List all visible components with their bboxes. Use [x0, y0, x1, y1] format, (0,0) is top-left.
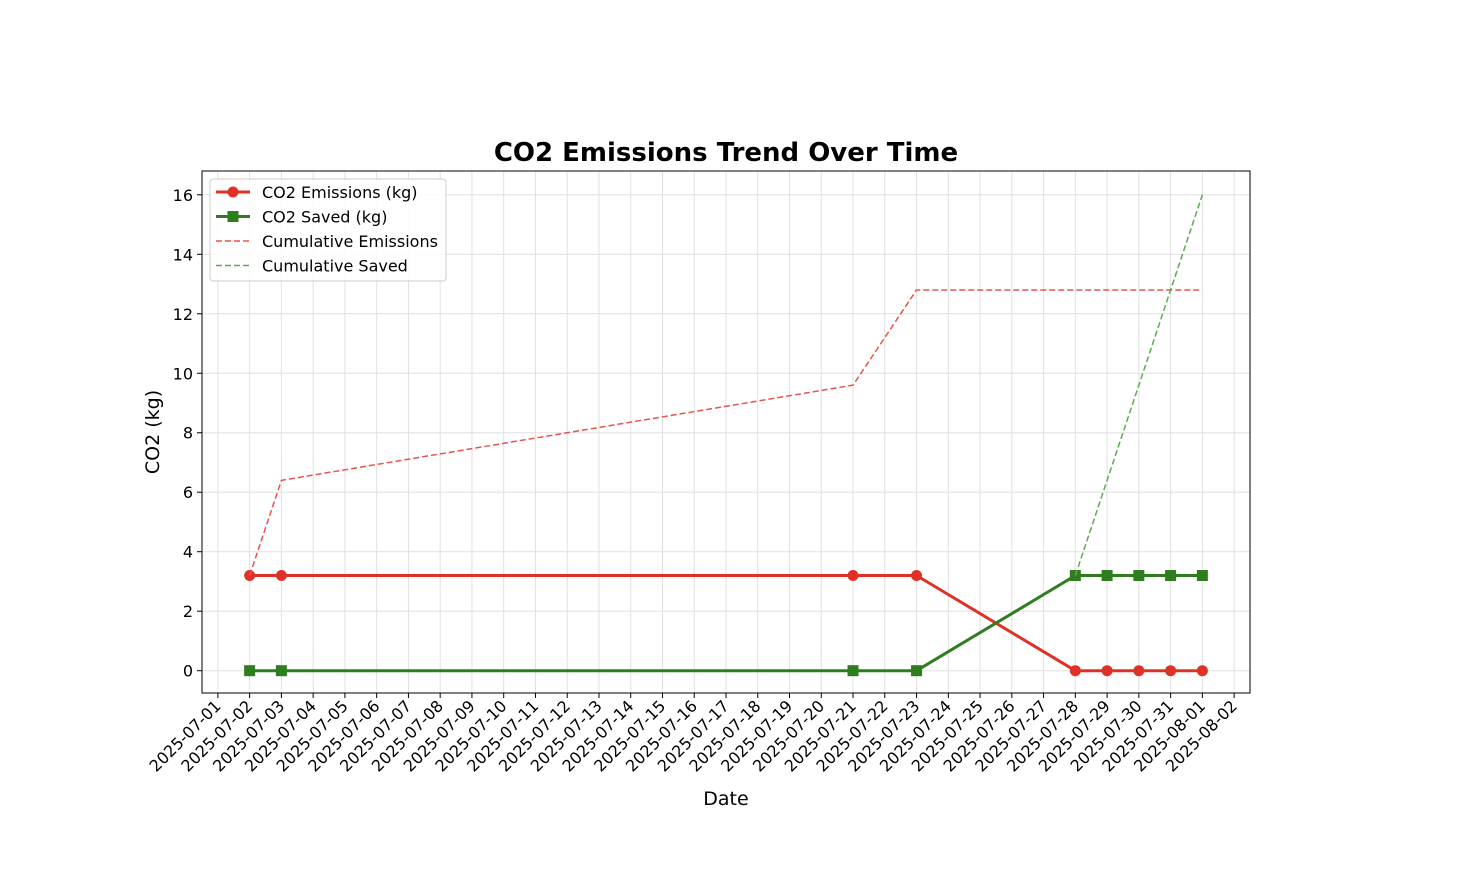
data-point — [1165, 570, 1177, 582]
y-tick-label: 14 — [173, 245, 193, 264]
x-axis-ticks: 2025-07-012025-07-022025-07-032025-07-04… — [146, 693, 1241, 776]
legend-label: CO2 Saved (kg) — [262, 208, 387, 227]
data-point — [1133, 570, 1145, 582]
legend-marker — [227, 211, 239, 222]
data-point — [1133, 665, 1145, 677]
data-point — [911, 665, 923, 677]
series-line-3 — [1074, 194, 1204, 576]
chart-title: CO2 Emissions Trend Over Time — [494, 138, 958, 168]
data-point — [847, 665, 859, 677]
legend-label: Cumulative Saved — [262, 257, 408, 276]
data-point — [911, 570, 923, 582]
plot-series — [244, 194, 1208, 677]
data-point — [244, 665, 256, 677]
legend: CO2 Emissions (kg) CO2 Saved (kg) Cumulati… — [209, 178, 447, 282]
y-tick-label: 0 — [183, 662, 193, 681]
data-point — [1101, 665, 1113, 677]
data-point — [1069, 665, 1081, 677]
y-axis-label: CO2 (kg) — [142, 390, 164, 474]
data-point — [1196, 570, 1208, 582]
y-tick-label: 12 — [173, 305, 193, 324]
data-point — [847, 570, 859, 582]
legend-label: Cumulative Emissions — [262, 232, 438, 251]
y-tick-label: 10 — [173, 364, 193, 383]
legend-label: CO2 Emissions (kg) — [262, 183, 418, 202]
data-point — [1165, 665, 1177, 677]
legend-box — [209, 178, 447, 282]
legend-marker — [227, 186, 239, 198]
y-tick-label: 8 — [183, 424, 193, 443]
y-tick-label: 6 — [183, 483, 193, 502]
y-axis-ticks: 0 2 4 6 8 10 12 14 16 — [173, 186, 202, 681]
data-point — [1101, 570, 1113, 582]
series-line-2 — [248, 289, 1203, 576]
data-point — [1196, 665, 1208, 677]
data-point — [275, 665, 287, 677]
x-axis-label: Date — [703, 788, 748, 810]
y-tick-label: 16 — [173, 186, 193, 205]
y-tick-label: 2 — [183, 602, 193, 621]
y-tick-label: 4 — [183, 543, 193, 562]
data-point — [275, 570, 287, 582]
